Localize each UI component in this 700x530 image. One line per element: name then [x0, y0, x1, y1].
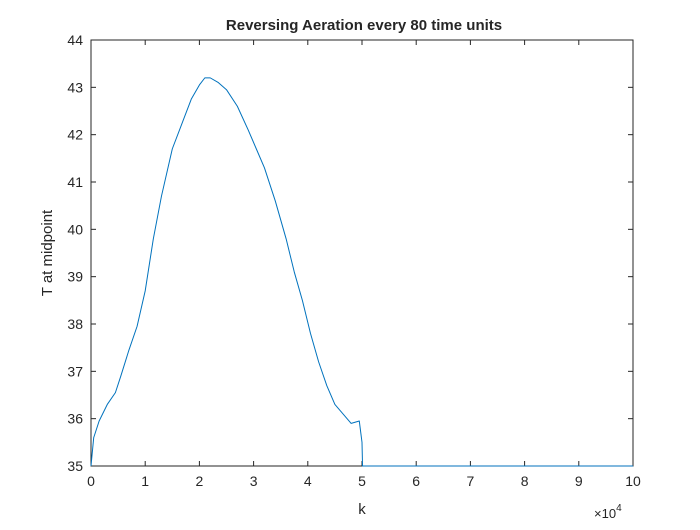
y-tick-label: 39: [67, 269, 83, 285]
y-tick-label: 35: [67, 458, 83, 474]
y-tick-label: 44: [67, 32, 83, 48]
x-axis-multiplier: ×104: [594, 503, 622, 521]
x-multiplier-base: ×10: [594, 506, 616, 521]
x-tick-label: 0: [87, 473, 95, 489]
x-tick-label: 5: [358, 473, 366, 489]
y-tick-label: 37: [67, 363, 83, 379]
series-group: [90, 77, 633, 467]
plot-area: [90, 39, 634, 467]
axis-ticks: 0 1 2 3 4 5 6 7 8 9 10 35 36 37 38 39 40 41 42 43 44: [67, 32, 641, 489]
x-tick-label: 7: [467, 473, 475, 489]
y-axis-label: T at midpoint: [39, 209, 56, 296]
y-tick-label: 38: [67, 316, 83, 332]
x-tick-label: 2: [196, 473, 204, 489]
x-tick-label: 3: [250, 473, 258, 489]
x-tick-label: 6: [412, 473, 420, 489]
x-tick-label: 8: [521, 473, 529, 489]
x-multiplier-exponent: 4: [616, 503, 622, 514]
y-tick-label: 42: [67, 127, 83, 143]
x-tick-label: 1: [141, 473, 149, 489]
x-tick-label: 4: [304, 473, 312, 489]
series-line-1: [90, 77, 633, 467]
y-tick-label: 36: [67, 411, 83, 427]
chart-title: Reversing Aeration every 80 time units: [226, 17, 502, 34]
y-tick-label: 41: [67, 174, 83, 190]
x-tick-label: 9: [575, 473, 583, 489]
y-tick-label: 43: [67, 79, 83, 95]
x-axis-label: k: [358, 501, 366, 518]
x-tick-label: 10: [625, 473, 641, 489]
axes-box: [90, 39, 634, 467]
y-tick-label: 40: [67, 221, 83, 237]
